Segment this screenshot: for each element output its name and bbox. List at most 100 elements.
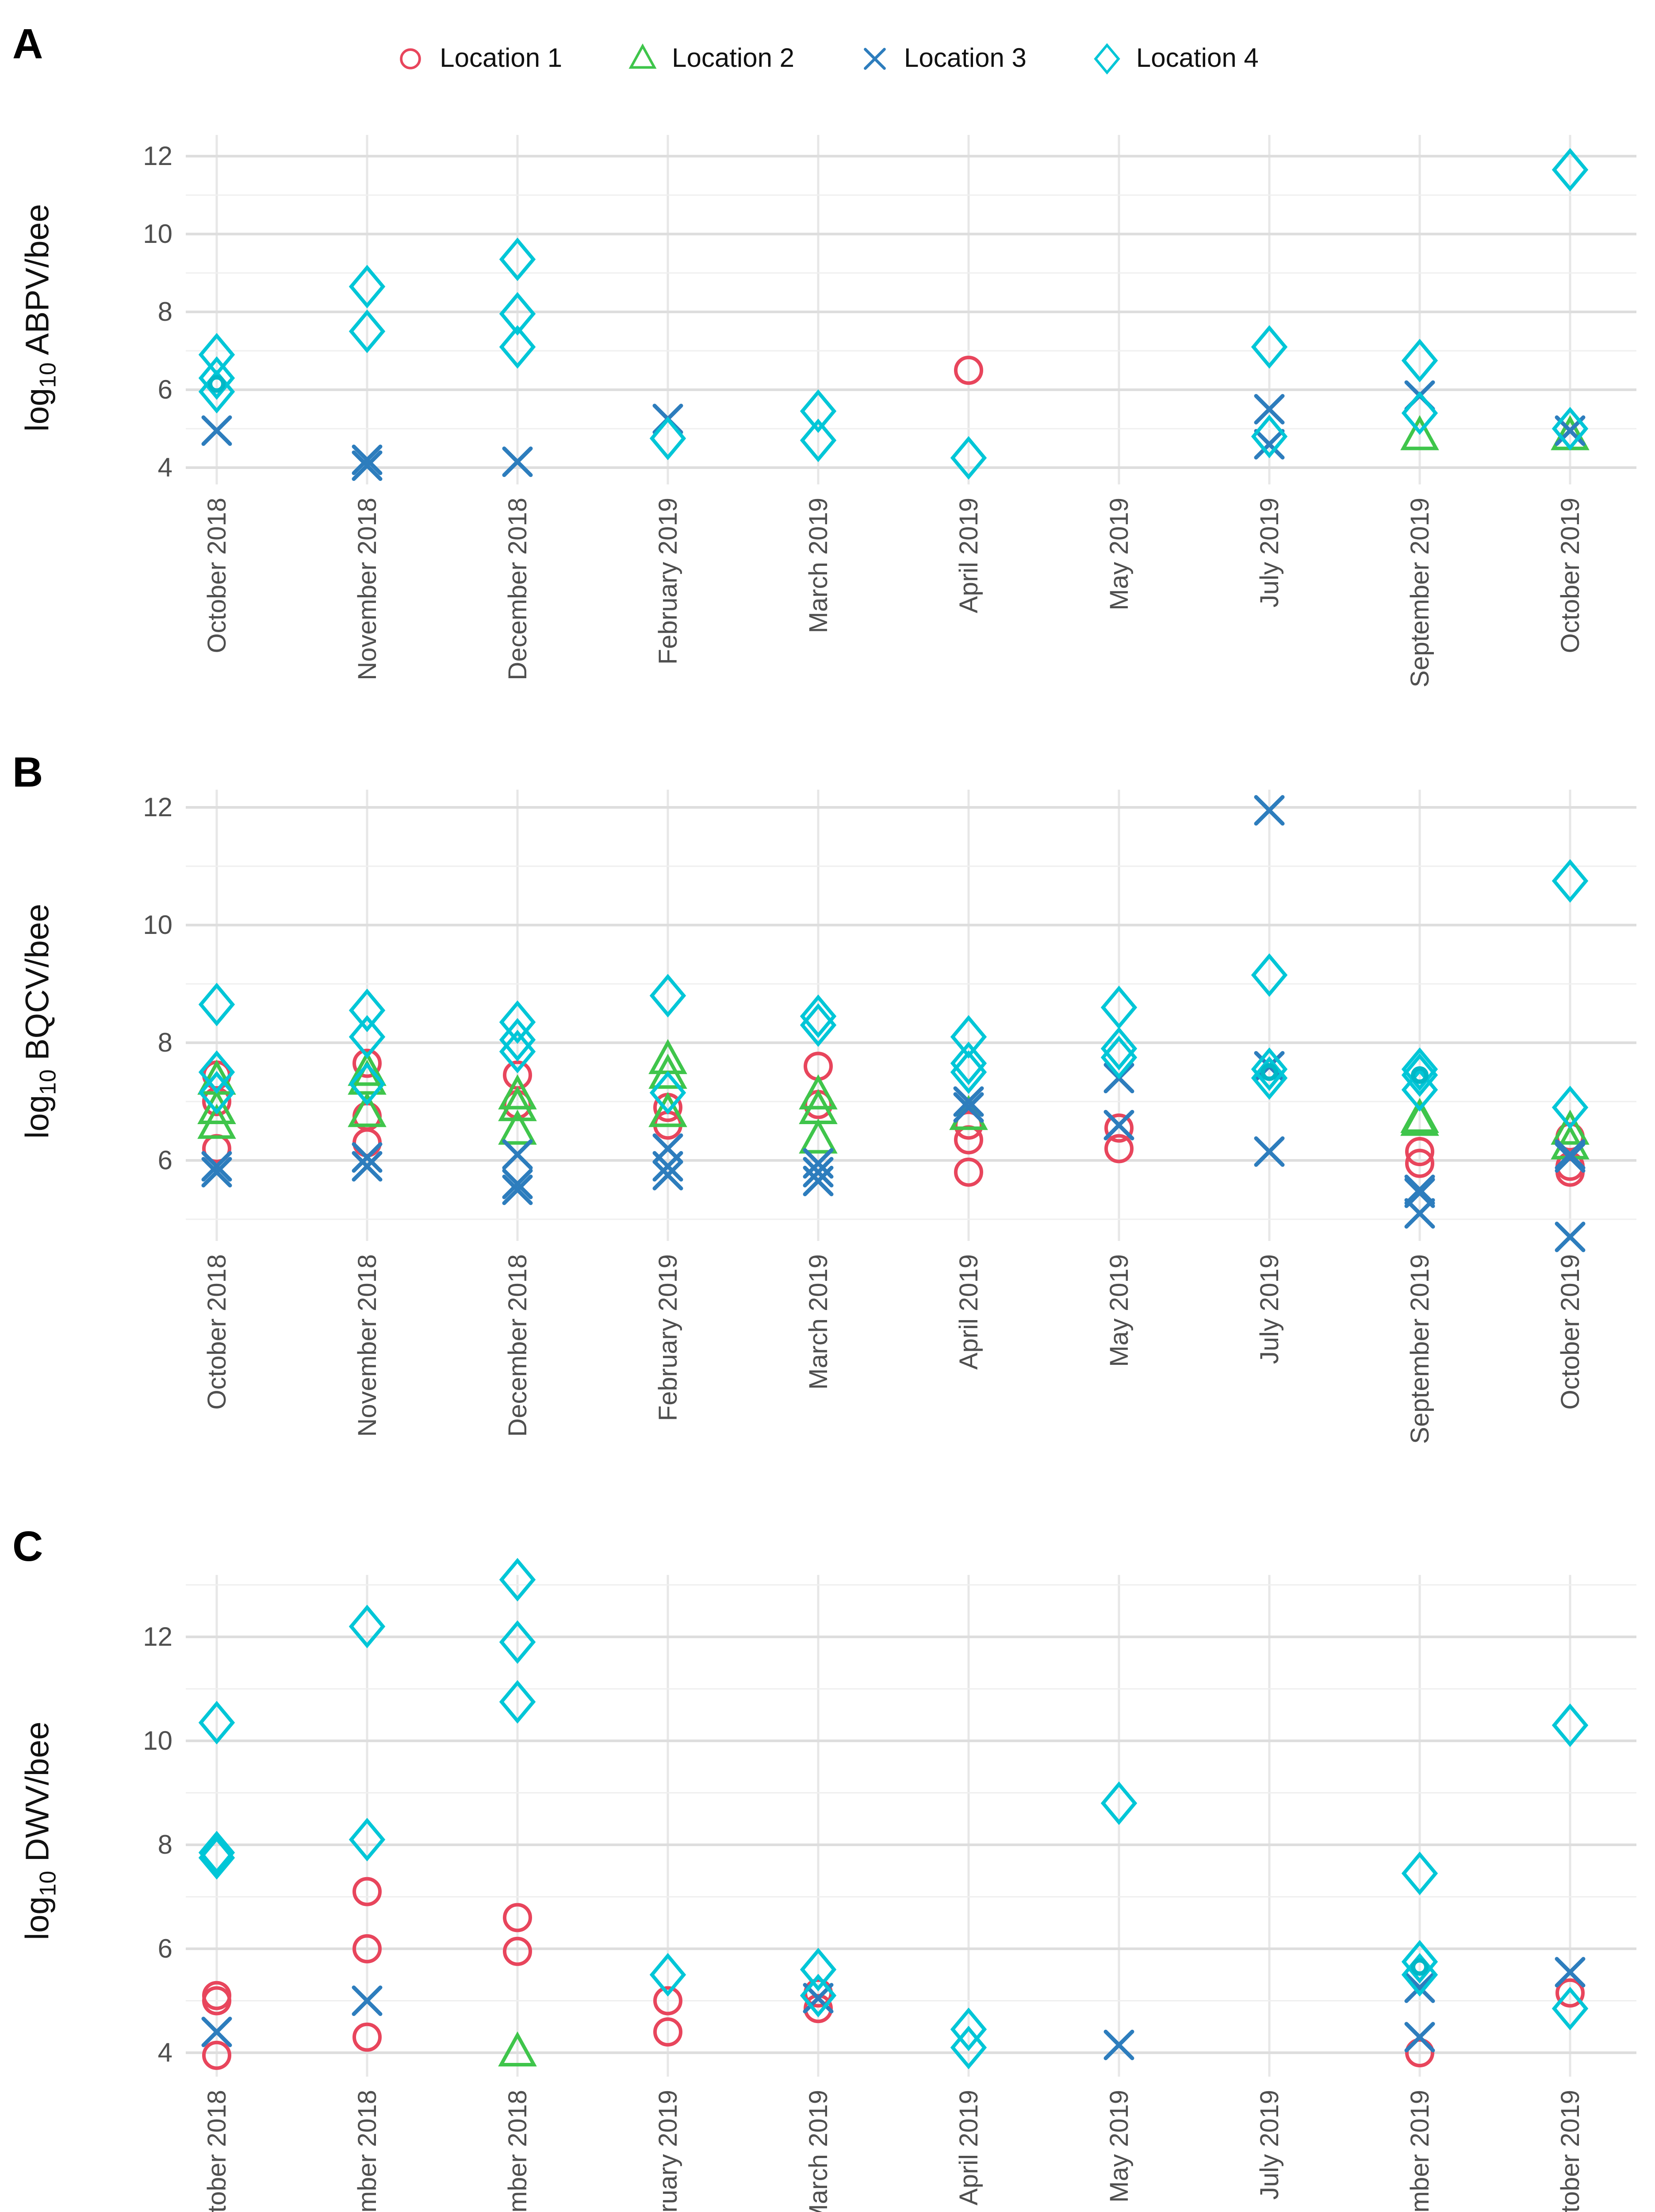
x-tick-label: February 2019 xyxy=(654,2090,682,2212)
legend-label: Location 4 xyxy=(1136,43,1259,73)
data-point-location-1 xyxy=(352,1048,382,1078)
x-tick-label: October 2018 xyxy=(203,2090,231,2212)
data-point-location-4 xyxy=(198,1836,235,1880)
y-tick-label-6: 6 xyxy=(158,375,172,404)
data-point-location-3 xyxy=(1254,394,1285,425)
data-point-location-4 xyxy=(198,1071,235,1115)
x-tick-label: April 2019 xyxy=(954,2090,983,2205)
data-point-location-3 xyxy=(953,1086,984,1117)
y-tick-label-8: 8 xyxy=(158,1830,172,1859)
y-tick-label-12: 12 xyxy=(143,141,172,171)
data-point-location-4 xyxy=(649,1953,686,1997)
x-tick-label: September 2019 xyxy=(1406,1254,1434,1444)
data-point-location-4 xyxy=(800,994,837,1038)
data-point-location-4 xyxy=(349,1605,386,1648)
data-point-location-1 xyxy=(954,1157,983,1187)
data-point-location-4 xyxy=(1251,415,1288,458)
data-point-location-4 xyxy=(800,389,837,433)
data-point-location-1 xyxy=(1104,1134,1134,1164)
x-tick-label: July 2019 xyxy=(1255,2090,1284,2200)
x-tick-label: July 2019 xyxy=(1255,498,1284,607)
data-point-location-1 xyxy=(653,1986,682,2016)
data-point-location-4 xyxy=(198,370,235,414)
data-point-location-3 xyxy=(1555,1957,1586,1988)
data-point-location-4 xyxy=(1552,407,1589,451)
x-tick-label: March 2019 xyxy=(804,1254,833,1390)
x-tick-label: October 2019 xyxy=(1556,1254,1585,1409)
data-point-location-4 xyxy=(499,1029,536,1074)
x-tick-label: October 2018 xyxy=(203,1254,231,1409)
x-tick-label: July 2019 xyxy=(1255,1254,1284,1364)
x-tick-label: April 2019 xyxy=(954,498,983,613)
legend-label: Location 2 xyxy=(672,43,794,73)
data-point-location-1 xyxy=(1104,1113,1134,1143)
panel-b-letter: B xyxy=(12,749,43,796)
x-tick-label: May 2019 xyxy=(1105,2090,1134,2203)
data-point-location-1 xyxy=(1405,1137,1434,1167)
data-point-location-3 xyxy=(1555,1142,1586,1173)
data-point-location-3 xyxy=(1103,1110,1134,1141)
data-point-location-4 xyxy=(1100,1036,1138,1079)
data-point-location-4 xyxy=(1401,338,1438,383)
data-point-location-2 xyxy=(197,1103,236,1139)
data-point-location-4 xyxy=(1100,1027,1138,1071)
data-point-location-1 xyxy=(954,356,983,385)
data-point-location-4 xyxy=(950,1050,987,1094)
data-point-location-4 xyxy=(800,1947,837,1992)
data-point-location-4 xyxy=(198,983,235,1026)
legend-label: Location 3 xyxy=(904,43,1027,73)
y-tick-label-12: 12 xyxy=(143,792,172,822)
data-point-location-4 xyxy=(349,265,386,309)
legend-item-2: Location 2 xyxy=(628,42,794,73)
data-point-location-4 xyxy=(198,1050,235,1094)
data-point-small-teal-circle xyxy=(208,375,226,393)
x-tick-label: December 2018 xyxy=(503,2090,532,2212)
data-point-location-4 xyxy=(800,419,837,462)
data-point-location-3 xyxy=(652,1151,683,1182)
data-point-location-3 xyxy=(352,450,383,481)
data-point-location-2 xyxy=(1551,1110,1590,1145)
data-point-location-3 xyxy=(502,446,533,477)
y-tick-label-6: 6 xyxy=(158,1934,172,1963)
panel-a-letter: A xyxy=(12,20,43,68)
data-point-location-4 xyxy=(1251,1047,1288,1091)
x-icon xyxy=(864,47,886,70)
data-point-location-3 xyxy=(1254,429,1285,460)
data-point-location-4 xyxy=(1251,1056,1288,1100)
y-tick-label-6: 6 xyxy=(158,1145,172,1175)
data-point-location-4 xyxy=(198,1701,235,1745)
y-tick-label-8: 8 xyxy=(158,1028,172,1057)
data-point-location-2 xyxy=(197,1089,236,1124)
data-point-location-4 xyxy=(1251,953,1288,997)
data-point-location-3 xyxy=(1555,1139,1586,1170)
x-tick-label: October 2019 xyxy=(1556,2090,1585,2212)
legend: Location 1 Location 2 Location 3 Location 4 xyxy=(0,42,1655,74)
y-tick-label-12: 12 xyxy=(143,1622,172,1651)
triangle-legend-icon xyxy=(628,43,657,69)
data-point-location-4 xyxy=(950,2007,987,2051)
data-point-location-4 xyxy=(1401,1053,1438,1097)
data-point-location-2 xyxy=(1400,1101,1439,1136)
data-point-location-3 xyxy=(1404,2022,1435,2053)
data-point-location-2 xyxy=(1400,415,1439,450)
data-point-location-2 xyxy=(498,1110,537,1145)
data-point-location-1 xyxy=(503,1936,532,1966)
x-tick-label: November 2018 xyxy=(353,498,382,680)
data-point-location-4 xyxy=(349,309,386,353)
data-point-location-4 xyxy=(499,1620,536,1664)
data-point-location-4 xyxy=(499,1680,536,1724)
data-point-location-4 xyxy=(349,1818,386,1862)
data-point-location-4 xyxy=(349,1062,386,1106)
data-point-location-1 xyxy=(352,1934,382,1963)
data-point-location-4 xyxy=(1552,1986,1589,2031)
data-point-location-4 xyxy=(1552,1086,1589,1129)
data-point-location-4 xyxy=(499,1558,536,1601)
data-point-location-3 xyxy=(1555,1221,1586,1252)
x-tick-label: May 2019 xyxy=(1105,498,1134,611)
data-point-location-4 xyxy=(1552,1703,1589,1747)
data-point-location-3 xyxy=(953,1092,984,1123)
data-point-location-3 xyxy=(352,1985,383,2016)
data-point-location-4 xyxy=(1401,1068,1438,1112)
data-point-location-1 xyxy=(202,2040,231,2070)
legend-item-3: Location 3 xyxy=(861,42,1027,73)
